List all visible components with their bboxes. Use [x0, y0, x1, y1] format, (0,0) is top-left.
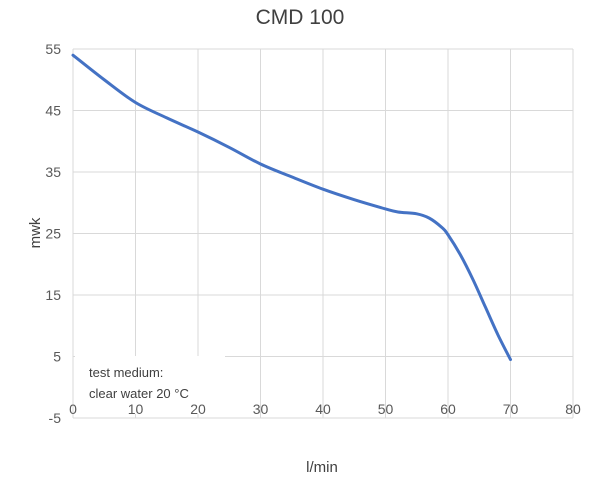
- chart-title: CMD 100: [256, 6, 345, 29]
- x-tick-label: 10: [128, 401, 144, 417]
- x-tick-label: 60: [440, 401, 456, 417]
- series-line: [71, 53, 512, 362]
- y-tick-label: 45: [45, 103, 61, 119]
- x-axis-label: l/min: [306, 459, 338, 476]
- annotation-box: test medium: clear water 20 °C: [75, 356, 225, 414]
- annotation-background: [75, 356, 225, 414]
- annotation-line-1: test medium:: [89, 365, 163, 380]
- x-tick-label: 30: [253, 401, 269, 417]
- x-tick-label: 20: [190, 401, 206, 417]
- y-tick-label: 55: [45, 41, 61, 57]
- grid: [72, 48, 574, 419]
- annotation-line-2: clear water 20 °C: [89, 386, 189, 401]
- tick-labels: 0 10 20 30 40 50 60 70 80 55 45 35 25 15 5 -5: [45, 41, 581, 426]
- y-tick-label: 15: [45, 287, 61, 303]
- x-tick-label: 50: [378, 401, 394, 417]
- x-tick-label: 80: [565, 401, 581, 417]
- x-tick-label: 70: [503, 401, 519, 417]
- x-tick-label: 0: [69, 401, 77, 417]
- y-tick-label: -5: [49, 410, 62, 426]
- series-layer: [71, 53, 512, 362]
- y-tick-label: 5: [53, 349, 61, 365]
- x-tick-label: 40: [315, 401, 331, 417]
- y-tick-label: 25: [45, 226, 61, 242]
- y-tick-label: 35: [45, 164, 61, 180]
- y-axis-label: mwk: [27, 217, 44, 248]
